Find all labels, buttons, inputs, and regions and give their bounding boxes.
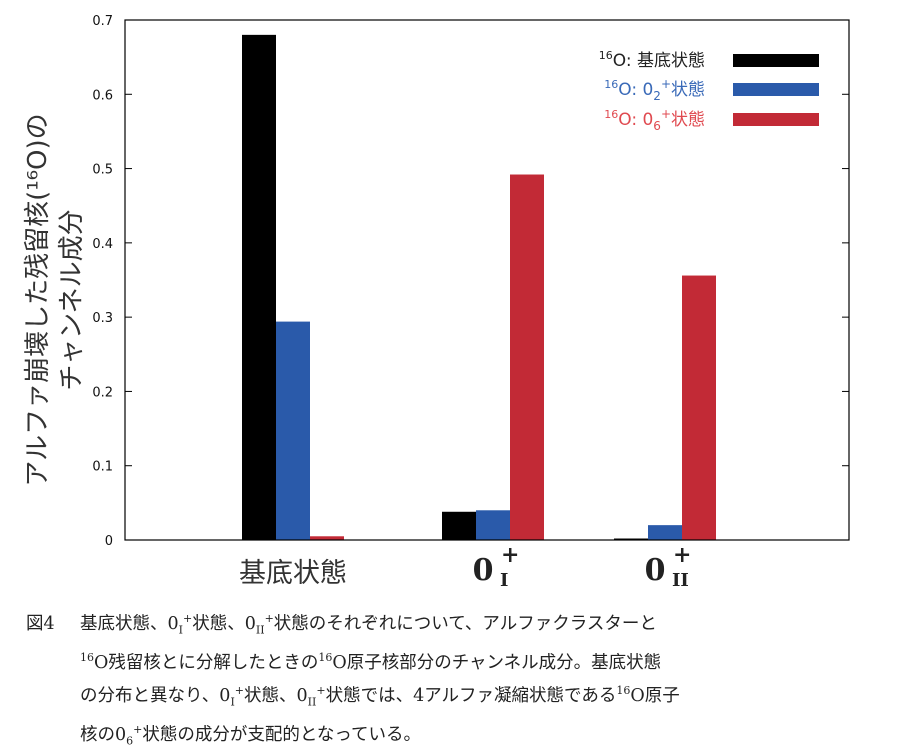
category-label-sup: +	[501, 542, 519, 568]
category-label: 0 +I	[473, 542, 520, 591]
bar-1-2	[442, 511, 476, 540]
bar-1-1	[242, 34, 276, 540]
legend-swatch	[733, 113, 819, 126]
y-tick-label: 0.5	[92, 163, 113, 178]
legend: 16O: 基底状態 16O: 02+状態 16O: 06+状態	[599, 49, 819, 133]
caption-text: の分布と異なり、0I+状態、0II+状態では、4アルファ凝縮状態である16O原子	[80, 684, 680, 709]
figure-caption: 図4 基底状態、0I+状態、0II+状態のそれぞれについて、アルファクラスターと 1…	[26, 605, 891, 756]
category-label-sub: II	[672, 570, 689, 591]
legend-swatch	[733, 83, 819, 96]
bar-3-1	[310, 536, 344, 540]
category-label: 基底状態	[239, 558, 347, 589]
y-tick-label: 0.2	[92, 385, 113, 400]
y-tick-label: 0.6	[92, 88, 113, 103]
legend-swatch	[733, 54, 819, 67]
legend-entry-2: 16O: 02+状態	[604, 77, 819, 103]
bar-1-3	[614, 538, 648, 540]
category-label-main: 0	[645, 553, 666, 588]
category-label-sub: I	[500, 570, 508, 591]
legend-label: 16O: 02+状態	[604, 77, 705, 103]
category-label-main: 0	[473, 553, 494, 588]
bar-3-3	[682, 275, 716, 540]
bar-3-2	[510, 174, 544, 540]
y-ticks: 0 0.1 0.2 0.3 0.4 0.5 0.6 0.7	[92, 14, 849, 549]
bar-2-1	[276, 321, 310, 540]
legend-entry-1: 16O: 基底状態	[599, 49, 819, 71]
y-tick-label: 0.1	[92, 460, 113, 475]
category-label: 0 +II	[645, 542, 692, 591]
plot-border	[124, 19, 850, 541]
legend-label: 16O: 06+状態	[604, 107, 705, 133]
y-tick-label: 0.7	[92, 14, 113, 29]
y-axis-title: アルファ崩壊した残留核(¹⁶O)の チャンネル成分	[23, 113, 87, 486]
bar-chart: アルファ崩壊した残留核(¹⁶O)の チャンネル成分 0 0.1 0.2 0.3 0.4 0.…	[23, 14, 850, 591]
plot-frame	[124, 19, 850, 541]
caption-line: の分布と異なり、0I+状態、0II+状態では、4アルファ凝縮状態である16O原子	[26, 677, 891, 716]
category-label-sup: +	[673, 542, 691, 568]
category-labels: 基底状態 0 +I 0 +II	[239, 542, 691, 591]
y-tick-label: 0.4	[92, 237, 113, 252]
bar-2-3	[648, 525, 682, 540]
y-tick-label: 0	[105, 534, 113, 549]
y-axis-label: アルファ崩壊した残留核(¹⁶O)の チャンネル成分	[23, 113, 87, 486]
bar-2-2	[476, 510, 510, 540]
legend-entry-3: 16O: 06+状態	[604, 107, 819, 133]
y-tick-label: 0.3	[92, 311, 113, 326]
bars	[242, 34, 716, 540]
caption-text: 核の06+状態の成分が支配的となっている。	[80, 723, 421, 748]
caption-text: 基底状態、0I+状態、0II+状態のそれぞれについて、アルファクラスターと	[80, 612, 657, 637]
caption-text: 16O残留核とに分解したときの16O原子核部分のチャンネル成分。基底状態	[80, 651, 662, 674]
legend-label: 16O: 基底状態	[599, 49, 705, 71]
caption-line: 図4 基底状態、0I+状態、0II+状態のそれぞれについて、アルファクラスターと	[26, 605, 891, 644]
caption-line: 16O残留核とに分解したときの16O原子核部分のチャンネル成分。基底状態	[26, 644, 891, 677]
figure-number: 図4	[26, 613, 55, 634]
caption-line: 核の06+状態の成分が支配的となっている。	[26, 716, 891, 755]
